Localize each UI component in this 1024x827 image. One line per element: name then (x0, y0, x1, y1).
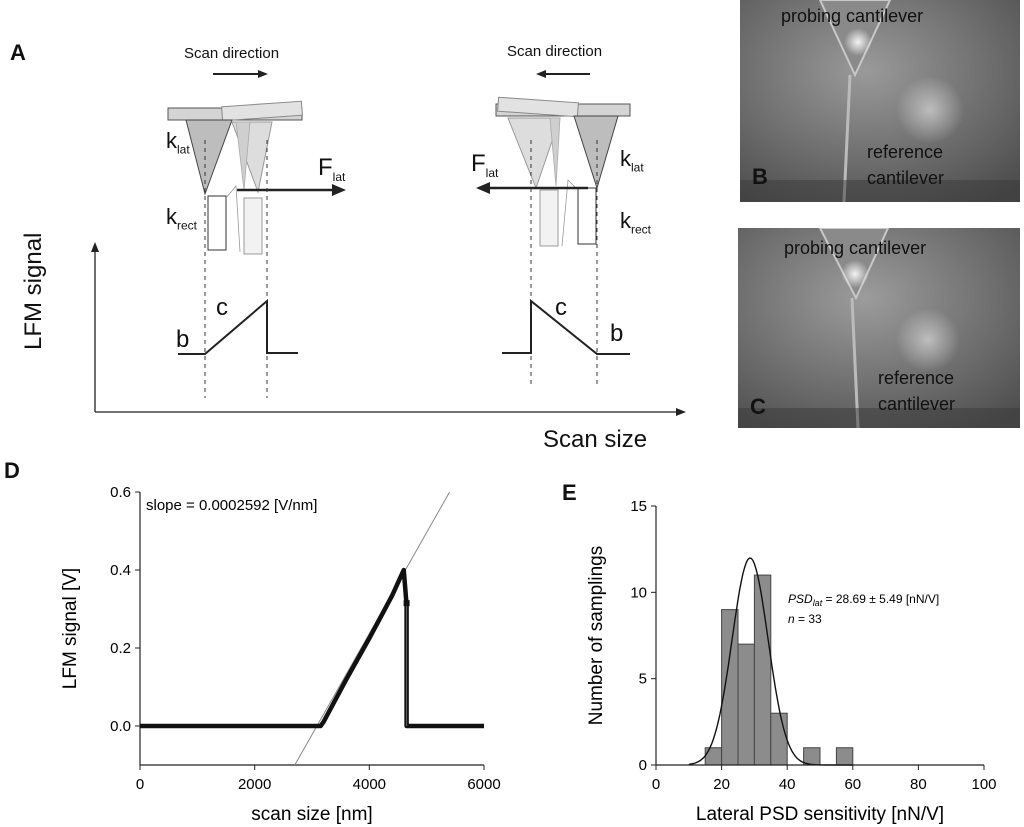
chart-d-drop-marker (403, 600, 410, 607)
chart-d-x-tick-label: 6000 (467, 776, 500, 793)
signal-label-b-left: b (176, 326, 190, 353)
chart-e-y-tick-label: 0 (639, 757, 647, 774)
photo-c-reference-label-line1: reference (878, 368, 955, 388)
chart-e-y-label: Number of samplings (586, 546, 607, 726)
schematic-x-axis-label: Scan size (543, 426, 648, 453)
chart-d-x-tick-label: 4000 (353, 776, 386, 793)
photo-c-reference-label-line2: cantilever (878, 394, 956, 414)
chart-e-bar (737, 643, 755, 766)
k-lat-label-right: klat (620, 146, 644, 175)
panel-letter-e: E (562, 480, 577, 505)
photo-c: probing cantilever reference cantilever … (738, 228, 1020, 428)
chart-d-y-tick-label: 0.6 (110, 484, 131, 501)
chart-e-bar (835, 747, 854, 766)
scan-direction-label-left: Scan direction (184, 45, 280, 62)
k-lat-label-left: klat (166, 128, 190, 157)
photo-c-probing-label: probing cantilever (784, 238, 927, 258)
schematic-y-axis-label: LFM signal (20, 232, 47, 350)
chart-e-x-label: Lateral PSD sensitivity [nN/V] (696, 804, 944, 825)
chart-e-bar (803, 747, 821, 766)
chart-e-y-tick-label: 10 (630, 584, 647, 601)
chart-d-y-label: LFM signal [V] (60, 568, 81, 689)
f-lat-label-left: Flat (318, 154, 346, 184)
chart-e-y-tick-label: 15 (630, 498, 647, 515)
chart-d-signal-line (140, 567, 484, 729)
chart-e-x-tick-label: 0 (652, 776, 660, 793)
lfm-schematic (91, 70, 686, 416)
k-rect-label-left: krect (166, 204, 198, 233)
chart-d-y-tick-label: 0.0 (110, 718, 131, 735)
chart-e-x-tick-label: 60 (844, 776, 861, 793)
f-lat-label-right: Flat (471, 150, 499, 180)
chart-e-x-tick-label: 80 (910, 776, 927, 793)
chart-e-bar (721, 609, 739, 766)
panel-letter-a: A (10, 40, 26, 65)
photo-b-reference-label-line1: reference (867, 142, 944, 162)
chart-d-x-label: scan size [nm] (251, 804, 372, 825)
chart-d-y-tick-label: 0.4 (110, 562, 131, 579)
chart-e-bar (704, 747, 723, 766)
k-rect-label-right: krect (620, 208, 652, 237)
chart-e-annotation-line1: PSDlat = 28.69 ± 5.49 [nN/V] (788, 592, 939, 608)
panel-letter-c: C (750, 394, 766, 419)
chart-e: 0 5 10 15 0 20 40 60 80 100 PSDlat = 28.69 ± 5.49 … (586, 498, 997, 825)
photo-b-reference-label-line2: cantilever (867, 168, 945, 188)
photo-b-probing-label: probing cantilever (781, 6, 924, 26)
signal-label-b-right: b (610, 320, 624, 347)
chart-e-y-tick-label: 5 (639, 671, 647, 688)
chart-e-x-tick-label: 40 (779, 776, 796, 793)
chart-e-x-tick-label: 100 (971, 776, 996, 793)
chart-e-annotation-line2: n = 33 (788, 612, 822, 626)
signal-label-c-left: c (216, 294, 228, 321)
photo-b: probing cantilever reference cantilever … (740, 0, 1020, 202)
chart-d-y-tick-label: 0.2 (110, 640, 131, 657)
chart-e-x-tick-label: 20 (713, 776, 730, 793)
scan-direction-label-right: Scan direction (507, 43, 603, 60)
chart-d: 0.0 0.2 0.4 0.6 0 2000 4000 6000 slope = 0.00025… (60, 484, 501, 825)
panel-letter-d: D (4, 458, 20, 483)
chart-d-x-tick-label: 0 (136, 776, 144, 793)
chart-d-slope-annotation: slope = 0.0002592 [V/nm] (146, 497, 317, 514)
chart-e-bar (770, 712, 788, 766)
panel-letter-b: B (752, 164, 768, 189)
signal-label-c-right: c (555, 294, 567, 321)
chart-d-x-tick-label: 2000 (238, 776, 271, 793)
